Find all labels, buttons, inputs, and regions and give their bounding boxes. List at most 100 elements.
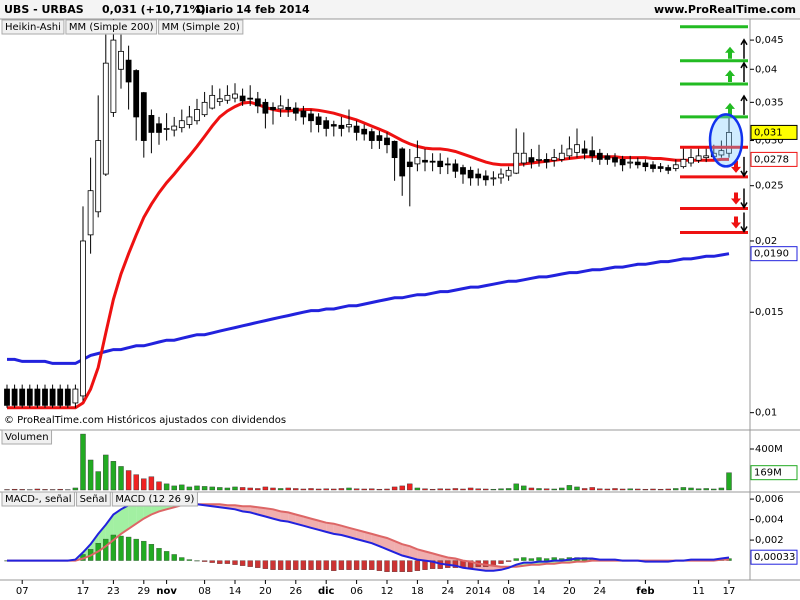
histogram-bar (125, 536, 132, 561)
legend-box (158, 19, 244, 35)
candle-body (513, 152, 520, 174)
volume-bar (589, 487, 595, 491)
candle-body (482, 175, 489, 181)
candle-body (216, 98, 223, 103)
last-value-box (750, 549, 798, 565)
histogram-bar (110, 534, 117, 561)
volume-bar (657, 488, 664, 491)
candle-body (581, 148, 588, 154)
candle-body (596, 152, 603, 160)
volume-bar (604, 488, 611, 491)
y-tick-label: 0,045 (755, 35, 784, 46)
candle-body (376, 135, 383, 141)
arrow-icon (731, 192, 741, 205)
histogram-bar (323, 560, 329, 570)
y-tick-label: 0,01 (755, 408, 777, 419)
candle-body (72, 388, 79, 404)
candle-body (194, 109, 200, 122)
volume-bar (665, 488, 671, 491)
macd-fill (364, 531, 372, 544)
candle-body (308, 113, 314, 122)
macd-fill (295, 514, 304, 526)
histogram-bar (505, 560, 512, 562)
candle-body (300, 110, 307, 118)
y-tick-label: 400M (755, 444, 783, 455)
candle-body (315, 116, 322, 125)
x-tick-label: 20 (563, 586, 576, 597)
arrow-icon (725, 69, 735, 82)
histogram-bar (103, 538, 109, 561)
histogram-bar (361, 560, 367, 570)
highlight-ellipse (708, 113, 744, 168)
macd-fill (402, 544, 410, 558)
volume-bar (711, 488, 717, 491)
volume-bar (118, 466, 124, 491)
volume-bar (4, 489, 10, 491)
histogram-bar (300, 560, 307, 570)
volume-bar (42, 489, 48, 491)
volume-bar (498, 488, 504, 491)
histogram-bar (148, 544, 155, 561)
candle-body (574, 144, 580, 153)
macd-fill (349, 527, 357, 540)
candle-body (186, 116, 193, 125)
histogram-bar (285, 560, 291, 570)
x-tick-label: feb (636, 586, 654, 597)
histogram-bar (376, 560, 383, 571)
candle-body (270, 106, 276, 110)
candle-body (475, 173, 482, 179)
candle-body (498, 173, 504, 179)
candle-body (163, 128, 170, 130)
macd-fill (311, 518, 319, 530)
candle-body (156, 123, 162, 133)
volume-bar (505, 488, 512, 491)
volume-bar (597, 488, 603, 491)
candle-body (490, 177, 497, 180)
candle-body (201, 101, 208, 116)
volume-bar (331, 488, 337, 491)
candle-body (703, 155, 710, 159)
candle-body (49, 388, 56, 406)
volume-bar (87, 459, 94, 491)
candle-body (171, 125, 178, 131)
histogram-bar (536, 557, 542, 561)
symbol: UBS - URBAS (4, 3, 84, 16)
histogram-bar (422, 560, 428, 570)
histogram-bar (353, 560, 360, 570)
volume-bar (293, 488, 299, 491)
histogram-bar (262, 560, 269, 569)
candle-body (558, 152, 565, 160)
legend-box (1, 429, 53, 445)
macd-fill (303, 516, 311, 528)
candle-body (247, 97, 254, 100)
macd-fill (113, 509, 121, 541)
candle-body (42, 388, 48, 406)
histogram-bar (209, 560, 215, 563)
volume-bar (391, 486, 398, 491)
volume-bar (80, 433, 86, 491)
candle-body (657, 166, 664, 169)
volume-bar (399, 485, 405, 491)
candle-body (642, 162, 649, 168)
candle-body (34, 388, 41, 406)
volume-bar (209, 486, 215, 491)
arrow-icon (725, 102, 735, 115)
volume-bar (247, 487, 253, 491)
volume-bar (384, 488, 390, 491)
volume-bar (445, 488, 451, 491)
candle-body (414, 157, 421, 165)
volume-bar (103, 454, 109, 491)
volume-bar (429, 488, 436, 491)
arrow-icon (731, 216, 741, 229)
header-bar (0, 0, 800, 19)
volume-bar (422, 488, 428, 491)
period: Diario (196, 3, 234, 16)
volume-bar (277, 488, 284, 491)
candle-body (429, 160, 436, 163)
candle-body (140, 92, 147, 141)
last-value-box-label: 0,0190 (754, 249, 789, 260)
volume-bar (414, 487, 421, 491)
histogram-bar (467, 560, 474, 568)
candle-body (232, 93, 238, 99)
arrow-icon (740, 188, 748, 209)
